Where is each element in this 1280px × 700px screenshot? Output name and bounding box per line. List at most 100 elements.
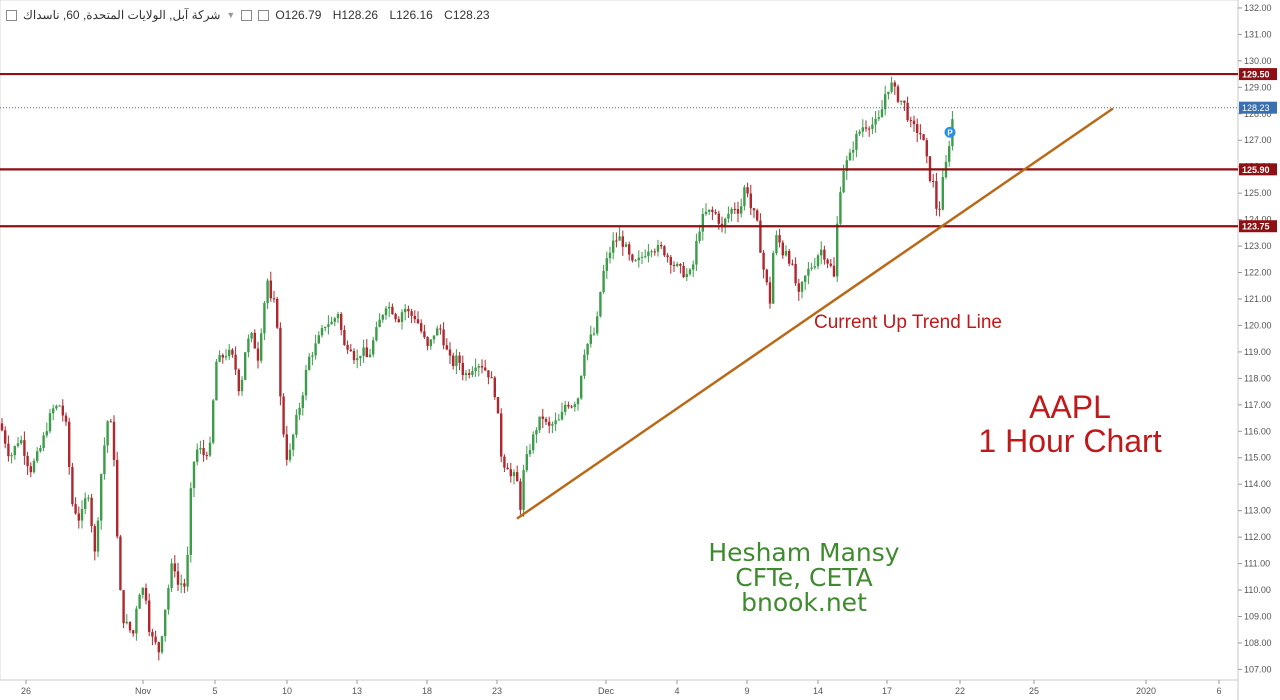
x-tick-label: 25: [1029, 686, 1039, 696]
y-tick-label: 123.00: [1244, 241, 1272, 251]
candle-body: [541, 416, 544, 419]
candle-body: [93, 526, 96, 552]
y-tick-label: 124.00: [1244, 215, 1272, 225]
candle-body: [490, 377, 493, 379]
candle-body: [0, 423, 4, 431]
candle-body: [624, 244, 628, 247]
candle-body: [676, 263, 679, 266]
candle-body: [320, 328, 324, 336]
chevron-down-icon[interactable]: ▼: [226, 10, 236, 20]
settings-icon[interactable]: [258, 9, 270, 21]
candle-body: [628, 244, 631, 255]
candle-body: [695, 240, 698, 265]
candle-body: [7, 443, 10, 457]
candle-body: [727, 213, 730, 219]
candle-body: [612, 240, 615, 253]
candle-body: [640, 256, 644, 258]
candle-body: [503, 456, 506, 468]
candle-body: [29, 466, 32, 473]
candle-body: [599, 292, 602, 317]
candle-body: [762, 252, 765, 270]
candle-body: [848, 152, 852, 161]
y-tick-label: 113.00: [1244, 506, 1271, 516]
candle-body: [714, 211, 717, 214]
y-tick-label: 128.00: [1244, 109, 1272, 119]
candle-body: [592, 333, 596, 335]
candle-body: [160, 636, 164, 653]
y-tick-label: 127.00: [1244, 135, 1272, 145]
candle-body: [391, 306, 394, 315]
y-tick-label: 111.00: [1244, 559, 1270, 569]
y-tick-label: 117.00: [1244, 400, 1271, 410]
candle-body: [756, 210, 759, 221]
candle-body: [352, 351, 356, 361]
author-site: bnook.net: [741, 588, 867, 617]
current-price-label: 128.23: [1242, 103, 1270, 113]
candle-body: [528, 450, 532, 455]
candle-body: [336, 313, 340, 319]
candle-body: [359, 355, 362, 359]
candle-body: [452, 355, 455, 367]
chart-title-timeframe: 1 Hour Chart: [978, 423, 1162, 459]
candle-body: [333, 318, 336, 322]
candle-body: [340, 313, 343, 330]
candle-body: [733, 208, 736, 210]
minus-square-icon[interactable]: [6, 9, 17, 21]
candle-body: [596, 316, 599, 334]
candle-body: [682, 265, 685, 278]
candle-body: [525, 454, 528, 471]
candle-body: [202, 448, 205, 456]
candle-body: [365, 347, 368, 358]
candle-body: [432, 335, 436, 340]
candle-body: [589, 334, 592, 344]
candle-body: [330, 321, 333, 325]
candle-body: [573, 404, 576, 408]
x-tick-label: 2020: [1136, 686, 1156, 696]
candle-body: [698, 231, 701, 241]
candle-body: [343, 329, 346, 345]
candle-body: [567, 404, 570, 407]
candle-body: [650, 251, 653, 253]
candle-body: [560, 411, 564, 420]
candle-body: [455, 355, 458, 367]
candle-body: [605, 258, 608, 271]
price-axis-panel: [1238, 0, 1280, 700]
candle-body: [80, 508, 84, 521]
trend-line: [516, 107, 1114, 520]
candle-body: [154, 636, 157, 643]
visibility-icon[interactable]: [241, 9, 253, 21]
candle-body: [477, 366, 480, 368]
candle-body: [231, 349, 234, 355]
candle-body: [445, 345, 448, 350]
candle-body: [516, 472, 519, 482]
candle-body: [272, 298, 276, 300]
candle-body: [234, 354, 237, 370]
candle-body: [36, 451, 39, 461]
x-tick-label: 22: [955, 686, 965, 696]
candle-body: [288, 449, 292, 460]
candle-body: [228, 349, 231, 357]
candle-body: [61, 405, 64, 416]
candle-body: [820, 249, 823, 256]
candle-body: [298, 407, 301, 415]
y-tick-label: 132.00: [1244, 3, 1272, 13]
candle-body: [119, 536, 122, 591]
x-tick-label: 4: [674, 686, 679, 696]
candle-body: [64, 415, 68, 422]
candle-body: [672, 264, 676, 266]
candle-body: [256, 348, 260, 361]
symbol-title[interactable]: شركة آبل, الولايات المتحدة, 60, ناسداك: [23, 8, 221, 22]
y-tick-label: 125.00: [1244, 188, 1272, 198]
candle-body: [938, 208, 941, 210]
candle-body: [55, 405, 58, 409]
candle-body: [544, 418, 548, 422]
candle-body: [586, 343, 589, 355]
candle-body: [308, 356, 311, 370]
candle-body: [868, 128, 871, 130]
y-tick-label: 129.00: [1244, 82, 1272, 92]
x-tick-label: 17: [882, 686, 892, 696]
candle-body: [295, 414, 298, 435]
candle-body: [509, 469, 512, 477]
